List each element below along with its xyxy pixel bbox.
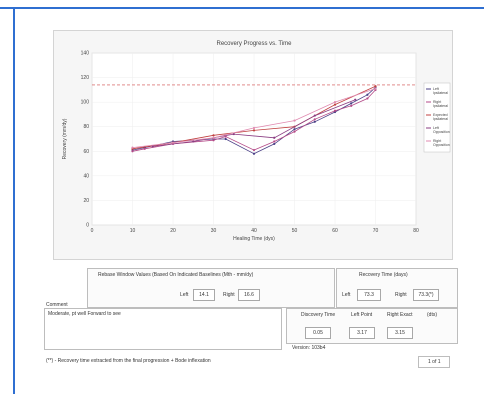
y-tick-label: 100 [81, 100, 90, 106]
recovery-time-title: Recovery Time (days) [359, 272, 408, 278]
recovery-right-label: Right [395, 292, 407, 298]
rebase-right-field[interactable]: 16.6 [238, 289, 260, 301]
discovery-time-label: Discovery Time [301, 312, 336, 318]
legend-label: Right [433, 100, 441, 104]
rebase-box: Rebase Window Values (Based On Indicated… [87, 268, 335, 308]
comment-label: Comment [46, 302, 68, 308]
rebase-left-field[interactable]: 14.1 [193, 289, 215, 301]
legend-label: Opposition [433, 143, 450, 147]
recovery-right-field[interactable]: 73.3(*) [413, 289, 439, 301]
y-tick-label: 60 [83, 149, 89, 155]
page-indicator: 1 of 1 [418, 356, 450, 368]
y-tick-label: 120 [81, 75, 90, 81]
rebase-title: Rebase Window Values (Based On Indicated… [98, 272, 254, 278]
data-point [313, 120, 316, 123]
unit-label: (dts) [427, 312, 437, 318]
data-point [212, 136, 215, 139]
y-tick-label: 140 [81, 51, 90, 57]
data-point [350, 102, 353, 105]
legend-label: Ipsilateral [433, 91, 448, 95]
legend-label: Left [433, 126, 439, 130]
data-point [354, 98, 357, 101]
legend-label: Ipsilateral [433, 104, 448, 108]
footnote: (**) - Recovery time extracted from the … [46, 358, 211, 364]
left-point-label: Left Point [351, 312, 373, 318]
data-point [224, 137, 227, 141]
data-point [293, 119, 296, 122]
data-point [366, 93, 369, 96]
legend-label: Right [433, 139, 441, 143]
data-point [313, 114, 316, 117]
recovery-chart: 0 20 40 60 80 100 120 140 0 10 20 30 40 50 60 70 80 Recov… [62, 41, 451, 242]
comment-text: Moderate, pt well Forward to see [48, 311, 121, 317]
data-point [131, 150, 134, 153]
data-point [212, 139, 215, 142]
x-tick-label: 10 [130, 228, 136, 234]
recovery-left-field[interactable]: 73.3 [357, 289, 381, 301]
data-point [333, 101, 337, 104]
data-point [252, 152, 256, 155]
x-tick-label: 70 [373, 228, 379, 234]
bottom-values-box: Discovery Time 0.05 Left Point 3.17 Righ… [286, 308, 458, 344]
y-axis-label: Recovery (mm/dy) [62, 118, 68, 159]
data-point [143, 147, 146, 150]
x-tick-label: 0 [91, 228, 94, 234]
x-tick-label: 50 [292, 228, 298, 234]
data-point [366, 97, 369, 100]
data-point [293, 128, 296, 131]
version-label: Version: 103b4 [292, 345, 326, 351]
data-point [192, 140, 195, 143]
data-point [350, 104, 353, 107]
rebase-right-label: Right [223, 292, 235, 298]
left-point-field[interactable]: 3.17 [349, 327, 375, 339]
data-point [333, 103, 337, 106]
right-exact-label: Right Exact [387, 312, 413, 318]
y-tick-label: 40 [83, 173, 89, 179]
data-point [232, 132, 235, 136]
data-point [333, 109, 337, 112]
window-frame-left [13, 7, 15, 394]
comment-field[interactable]: Moderate, pt well Forward to see [44, 308, 282, 350]
data-point [273, 142, 276, 146]
chart-area: 0 20 40 60 80 100 120 140 0 10 20 30 40 50 60 70 80 Recov… [53, 30, 453, 260]
x-tick-label: 40 [251, 228, 257, 234]
data-point [171, 141, 175, 144]
right-exact-field[interactable]: 3.15 [387, 327, 413, 339]
data-point [374, 87, 377, 90]
y-tick-label: 80 [83, 124, 89, 130]
legend-label: Left [433, 87, 439, 91]
legend-label: Opposition [433, 130, 450, 134]
window-frame-top [0, 7, 484, 9]
x-tick-label: 30 [211, 228, 217, 234]
x-tick-label: 80 [413, 228, 419, 234]
x-tick-label: 20 [170, 228, 176, 234]
data-point [131, 146, 134, 149]
recovery-time-box: Recovery Time (days) Left 73.3 Right 73.… [336, 268, 458, 308]
chart-title: Recovery Progress vs. Time [216, 41, 292, 47]
data-point [313, 118, 316, 121]
data-point [374, 85, 377, 88]
data-point [151, 145, 154, 148]
series-line [152, 99, 356, 147]
page-indicator-text: 1 of 1 [428, 359, 441, 365]
data-point [252, 126, 256, 130]
data-point [273, 140, 276, 143]
recovery-left-label: Left [342, 292, 351, 298]
data-point [212, 134, 215, 137]
x-tick-label: 60 [332, 228, 338, 234]
rebase-left-label: Left [180, 292, 189, 298]
legend-label: Ipsilateral [433, 117, 448, 121]
data-point [273, 136, 276, 139]
legend-label: Expected [433, 113, 448, 117]
data-point [252, 129, 256, 132]
data-point [293, 130, 296, 133]
data-point [252, 148, 256, 152]
y-tick-label: 20 [83, 198, 89, 204]
y-tick-label: 0 [86, 223, 89, 229]
discovery-time-field[interactable]: 0.05 [305, 327, 331, 339]
x-axis-label: Healing Time (dys) [233, 236, 275, 242]
